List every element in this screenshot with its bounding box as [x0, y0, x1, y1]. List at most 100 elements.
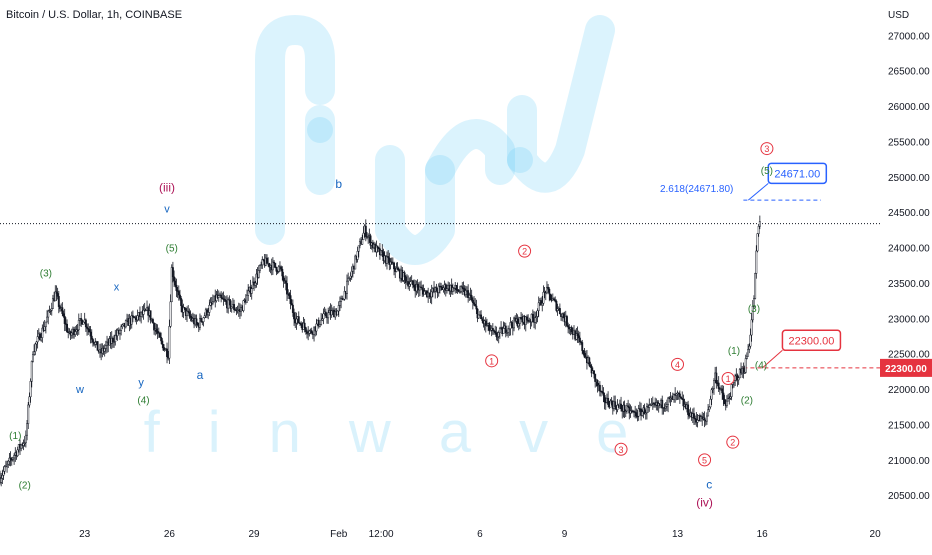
candle-body	[541, 302, 544, 306]
watermark-stroke	[425, 119, 515, 185]
candle-body	[131, 315, 134, 318]
candle-body	[531, 313, 534, 319]
callout-text: 22300.00	[788, 335, 834, 347]
candle-body	[677, 392, 680, 395]
candle-body	[575, 333, 578, 340]
watermark-dot	[507, 147, 533, 173]
y-tick-label: 21000.00	[888, 456, 930, 467]
candle-body	[361, 239, 364, 245]
candle-body	[488, 323, 491, 331]
candle-body	[291, 304, 294, 313]
wave-label: (4)	[755, 360, 767, 371]
candle-body	[177, 291, 180, 296]
candle-body	[54, 291, 57, 302]
y-tick-label: 24000.00	[888, 244, 930, 255]
candle-body	[346, 280, 348, 294]
fib-label: 2.618(24671.80)	[660, 184, 733, 195]
candle-body	[343, 291, 346, 300]
candle-body	[82, 321, 85, 325]
candle-body	[187, 310, 190, 313]
candle-body	[27, 404, 30, 424]
candle-body	[580, 341, 583, 343]
candle-body	[258, 265, 261, 271]
candle-body	[271, 261, 274, 271]
y-tick-label: 24500.00	[888, 208, 930, 219]
time-axis[interactable]: 23 26 29 Feb 12:00 6 9 13 16 20	[79, 529, 881, 540]
candle-body	[738, 369, 741, 379]
candle-body	[46, 316, 48, 323]
chart-title: Bitcoin / U.S. Dollar, 1h, COINBASE	[6, 9, 183, 21]
circled-wave-marker	[614, 442, 628, 456]
candle-body	[730, 384, 733, 397]
candle-body	[336, 310, 339, 316]
candle-body	[506, 332, 508, 334]
candle-body	[233, 304, 236, 310]
watermark-text: finwave	[144, 400, 677, 465]
y-tick-label: 20500.00	[888, 491, 930, 502]
candle-body	[273, 261, 276, 264]
candle-body	[502, 328, 505, 334]
candles	[0, 215, 761, 487]
candle-body	[199, 318, 201, 328]
wave-label: (5)	[761, 166, 773, 177]
candle-body	[179, 294, 181, 299]
candle-body	[200, 318, 203, 322]
candle-body	[715, 372, 718, 384]
candle-body	[318, 324, 321, 327]
circled-wave-marker	[671, 357, 685, 371]
candle-body	[215, 294, 218, 301]
candle-body	[342, 298, 345, 301]
candle-body	[545, 286, 548, 294]
candle-body	[728, 397, 731, 400]
candle-body	[51, 298, 54, 309]
candle-body	[304, 327, 307, 332]
candle-body	[678, 393, 681, 398]
candle-body	[47, 310, 50, 318]
candle-body	[578, 337, 581, 343]
candle-body	[596, 380, 599, 387]
candle-body	[220, 294, 223, 298]
candle-body	[734, 375, 737, 381]
candle-body	[202, 317, 205, 322]
candle-body	[629, 410, 632, 414]
candle-body	[315, 323, 318, 332]
candle-body	[297, 316, 300, 324]
candle-body	[598, 384, 601, 392]
candle-body	[416, 284, 419, 288]
candle-body	[28, 396, 31, 406]
axis-currency: USD	[888, 10, 909, 21]
wave-label: x	[114, 282, 120, 294]
candle-body	[649, 404, 652, 406]
x-tick-label: 23	[79, 529, 91, 540]
candle-body	[643, 407, 646, 415]
candle-body	[180, 298, 183, 306]
price-axis[interactable]: USD 20500.00 21000.00 21500.00 22000.00 22500…	[880, 10, 932, 502]
candle-body	[289, 295, 292, 304]
watermark-dot	[307, 117, 333, 143]
candle-body	[742, 367, 745, 373]
candle-body	[664, 406, 667, 409]
candle-body	[362, 232, 365, 240]
candle-body	[423, 291, 426, 295]
candle-body	[582, 350, 585, 354]
candle-body	[555, 300, 558, 311]
candle-body	[590, 366, 593, 374]
candle-body	[407, 281, 410, 287]
candle-body	[623, 404, 626, 413]
candle-body	[6, 463, 9, 467]
callout-text: 24671.00	[774, 168, 820, 180]
candle-body	[462, 287, 465, 290]
x-tick-label: 6	[477, 529, 483, 540]
price-badge-text: 22300.00	[885, 364, 927, 375]
candle-body	[142, 310, 145, 315]
candle-body	[603, 395, 606, 403]
candle-body	[320, 319, 323, 325]
candle-body	[247, 290, 250, 296]
candle-body	[76, 329, 79, 331]
candle-body	[94, 341, 97, 345]
candle-body	[254, 282, 257, 286]
circled-wave-marker	[726, 435, 740, 449]
candle-body	[324, 311, 327, 317]
candle-body	[517, 323, 520, 327]
